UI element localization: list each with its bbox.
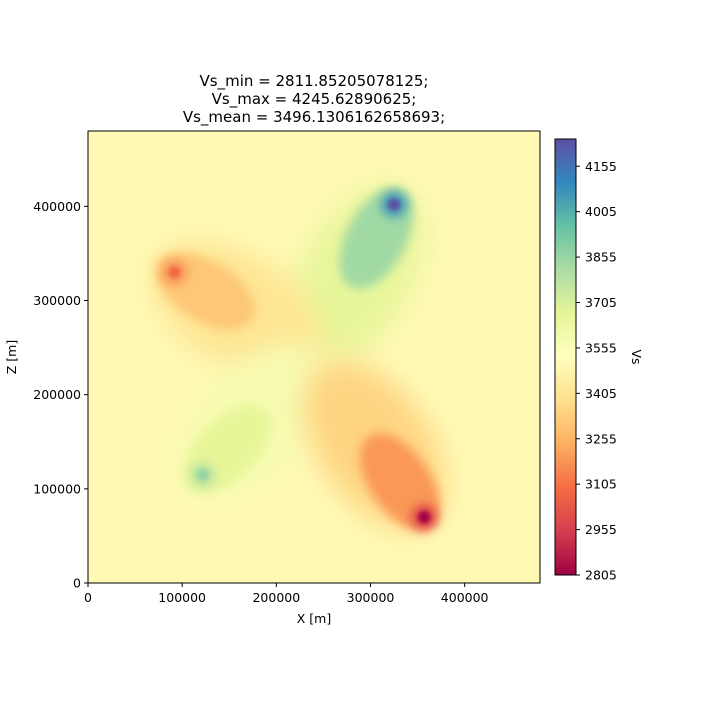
- y-tick-label: 100000: [33, 481, 81, 496]
- y-tick-label: 400000: [33, 199, 81, 214]
- heatmap-plot-area: [88, 131, 540, 583]
- x-tick-label: 300000: [347, 590, 395, 605]
- anomaly-peak: [196, 468, 209, 481]
- x-tick-label: 100000: [158, 590, 206, 605]
- anomaly-high-1: [292, 185, 424, 362]
- y-tick-label: 0: [73, 576, 81, 591]
- heatmap-anomalies: [151, 185, 445, 531]
- colorbar-tick-label: 3555: [585, 340, 617, 355]
- x-axis-label: X [m]: [297, 611, 331, 626]
- colorbar-tick-label: 3255: [585, 431, 617, 446]
- y-axis-ticks: 0 100000 200000 300000 400000: [33, 199, 88, 591]
- anomaly-peak: [418, 511, 431, 524]
- title-line-3: Vs_mean = 3496.1306162658693;: [183, 108, 445, 127]
- plot-frame: [87, 130, 541, 584]
- x-tick-label: 0: [84, 590, 92, 605]
- colorbar-tick-label: 3105: [585, 477, 617, 492]
- y-tick-label: 300000: [33, 293, 81, 308]
- y-axis-label: Z [m]: [4, 340, 19, 374]
- anomaly-high-3: [176, 343, 330, 501]
- colorbar-tick-label: 3705: [585, 295, 617, 310]
- x-axis-ticks: 0 100000 200000 300000 400000: [84, 583, 489, 605]
- title-line-2: Vs_max = 4245.62890625;: [212, 90, 417, 109]
- colorbar-gradient: [555, 139, 576, 575]
- chart-title: Vs_min = 2811.85205078125; Vs_max = 4245…: [183, 72, 445, 127]
- anomaly-low-4: [304, 360, 445, 531]
- x-tick-label: 200000: [252, 590, 300, 605]
- anomaly-peak: [388, 198, 401, 211]
- colorbar-label: Vs: [629, 349, 644, 364]
- colorbar-tick-label: 4155: [585, 159, 617, 174]
- anomaly-peak: [168, 266, 181, 279]
- y-tick-label: 200000: [33, 387, 81, 402]
- colorbar-tick-label: 4005: [585, 204, 617, 219]
- colorbar: 2805 2955 3105 3255 3405 3555 3705 3855 4005 4155…: [554, 138, 644, 583]
- x-tick-label: 400000: [441, 590, 489, 605]
- colorbar-frame: [554, 138, 577, 576]
- colorbar-tick-label: 3855: [585, 250, 617, 265]
- colorbar-ticks: 2805 2955 3105 3255 3405 3555 3705 3855 4005 4155: [576, 159, 617, 583]
- title-line-1: Vs_min = 2811.85205078125;: [200, 72, 429, 91]
- colorbar-tick-label: 3405: [585, 386, 617, 401]
- colorbar-tick-label: 2805: [585, 568, 617, 583]
- colorbar-tick-label: 2955: [585, 522, 617, 537]
